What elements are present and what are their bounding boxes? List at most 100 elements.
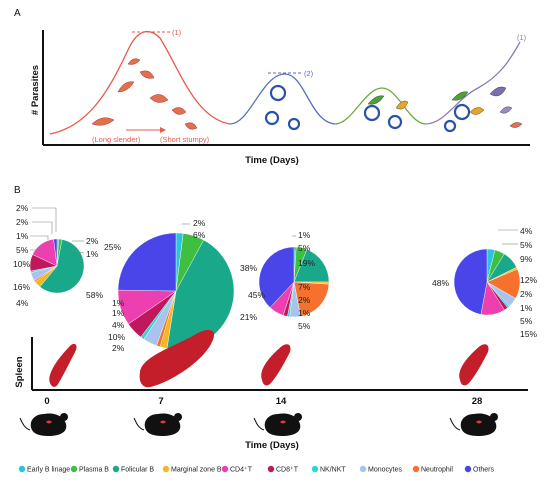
pie-2-label-8: 21%	[240, 312, 257, 322]
panel-a-axes: # Parasites Time (Days)	[30, 30, 530, 166]
legend-label: Neutrophil	[421, 467, 453, 474]
legend-swatch	[112, 465, 120, 473]
wave-4	[424, 41, 521, 125]
day-label-28: 28	[472, 396, 483, 407]
parasite-green-1	[367, 95, 385, 105]
pie-3-label-5: 1%	[520, 303, 533, 313]
pie-3-labels: 4% 5% 9% 12% 2% 1% 5% 15% 48%	[432, 226, 537, 339]
pie-2-label-3: 38%	[240, 263, 257, 273]
pie-slice-others	[117, 232, 177, 292]
pie-2-label-2: 19%	[298, 258, 315, 268]
parasite-blue-1	[269, 84, 287, 102]
pie-3-label-0: 4%	[520, 226, 533, 236]
peak-2-label: (2)	[304, 69, 314, 78]
pie-1-label-1: 2%	[112, 343, 125, 353]
legend-label: Monocytes	[368, 467, 402, 474]
pie-0-label-2: 1%	[16, 231, 29, 241]
pie-slice-neutrophil	[293, 281, 330, 317]
pie-1-extra-labels: 1% 5%	[112, 298, 125, 308]
day-label-0: 0	[44, 396, 49, 407]
mouse-icon-day-14	[253, 413, 302, 436]
pie-1-labels: 25% 2% 6% 45% 1% 4% 1% 5% 10% 2%	[104, 218, 265, 353]
legend-swatch	[221, 465, 229, 473]
spleen-day-0	[49, 343, 77, 387]
pie-0-leaders	[30, 207, 85, 254]
parasite-illustrations	[91, 58, 523, 133]
pie-0-label-1: 2%	[16, 217, 29, 227]
legend-label: NK/NKT	[320, 467, 346, 474]
legend: Early B linage Plasma B Folicular B Margina…	[18, 465, 495, 474]
pie-3-label-3: 12%	[520, 275, 537, 285]
legend-label: Others	[473, 467, 495, 474]
pie-2-leaders	[292, 235, 296, 250]
panel-a-xlabel: Time (Days)	[245, 155, 299, 166]
spleen-row: Spleen	[14, 329, 528, 391]
legend-label: Plasma B	[79, 467, 109, 474]
legend-swatch	[267, 465, 275, 473]
pie-2-labels: 1% 5% 19% 38% 7% 2% 1% 5% 21%	[240, 230, 315, 331]
peak-1-label: (1)	[172, 28, 182, 37]
parasite-stumpy-1	[171, 107, 187, 115]
parasitemia-curve	[49, 30, 521, 135]
pie-0-label-6: 4%	[16, 298, 29, 308]
pie-day-14	[258, 246, 330, 318]
pie-2-label-6: 1%	[298, 308, 311, 318]
pie-3-label-1: 5%	[520, 240, 533, 250]
pie-1-label-2: 6%	[193, 230, 206, 240]
pie-slice-folicular-b	[293, 249, 330, 283]
mouse-icon-day-7	[133, 413, 182, 436]
parasite-red-1	[509, 122, 523, 128]
pie-1-label-9: 2%	[193, 218, 206, 228]
legend-label: Marginal zone B	[171, 467, 222, 474]
spleen-day-7	[139, 329, 215, 388]
short-stumpy-label: (Short stumpy)	[160, 135, 210, 144]
legend-swatch	[412, 465, 420, 473]
day-label-7: 7	[158, 396, 163, 407]
mouse-icon-day-0	[19, 413, 68, 436]
wave-2	[229, 73, 336, 125]
pie-0-labels: 2% 2% 1% 5% 10% 16% 4% 58% 2% 1%	[13, 203, 103, 308]
differentiation-annotation: (Long slender) (Short stumpy)	[92, 127, 210, 144]
parasite-orange-1	[395, 100, 409, 110]
pie-3-leaders	[498, 229, 518, 245]
pie-slice-others	[453, 248, 488, 315]
pie-0-label-0: 2%	[16, 203, 29, 213]
wave-1	[49, 30, 231, 135]
parasite-blue-3	[287, 117, 301, 131]
pie-day-0	[29, 238, 85, 294]
pie-1-label-0: 25%	[104, 242, 121, 252]
pie-2-label-4: 7%	[298, 282, 311, 292]
pie-day-28	[453, 248, 521, 316]
pie-2-label-7: 5%	[298, 321, 311, 331]
spleen-label: Spleen	[14, 356, 25, 387]
parasite-blue-5	[387, 114, 403, 130]
panel-b-label: B	[14, 185, 21, 196]
pie-0-label-4: 10%	[13, 259, 30, 269]
mouse-icons	[19, 413, 498, 436]
legend-swatch	[70, 465, 78, 473]
panel-a-label: A	[14, 8, 21, 19]
pie-1-label-8: 10%	[108, 332, 125, 342]
parasite-purple-1	[489, 86, 507, 97]
pie-slice-folicular-b	[39, 239, 85, 294]
legend-label: CD4⁺T	[230, 467, 253, 474]
pie-2-label-5: 2%	[298, 295, 311, 305]
legend-label: Folicular B	[121, 467, 154, 474]
pie-0-label-5: 16%	[13, 282, 30, 292]
spleen-day-28	[459, 344, 489, 386]
panel-b-xlabel: Time (Days)	[245, 440, 299, 451]
parasite-blue-7	[443, 119, 457, 133]
parasite-slender-4	[149, 94, 169, 103]
parasite-orange-2	[469, 107, 485, 115]
pie-2-label-0: 1%	[298, 230, 311, 240]
legend-swatch	[464, 465, 472, 473]
pie-0-label-9: 1%	[86, 249, 99, 259]
parasite-blue-4	[363, 104, 381, 122]
parasite-slender-2	[117, 81, 135, 93]
peak-3-label: (1)	[517, 33, 527, 42]
long-slender-label: (Long slender)	[92, 135, 141, 144]
pie-3-label-4: 2%	[520, 289, 533, 299]
pie-1-label-5: 4%	[112, 320, 125, 330]
parasite-purple-2	[499, 106, 513, 114]
legend-swatch	[359, 465, 367, 473]
